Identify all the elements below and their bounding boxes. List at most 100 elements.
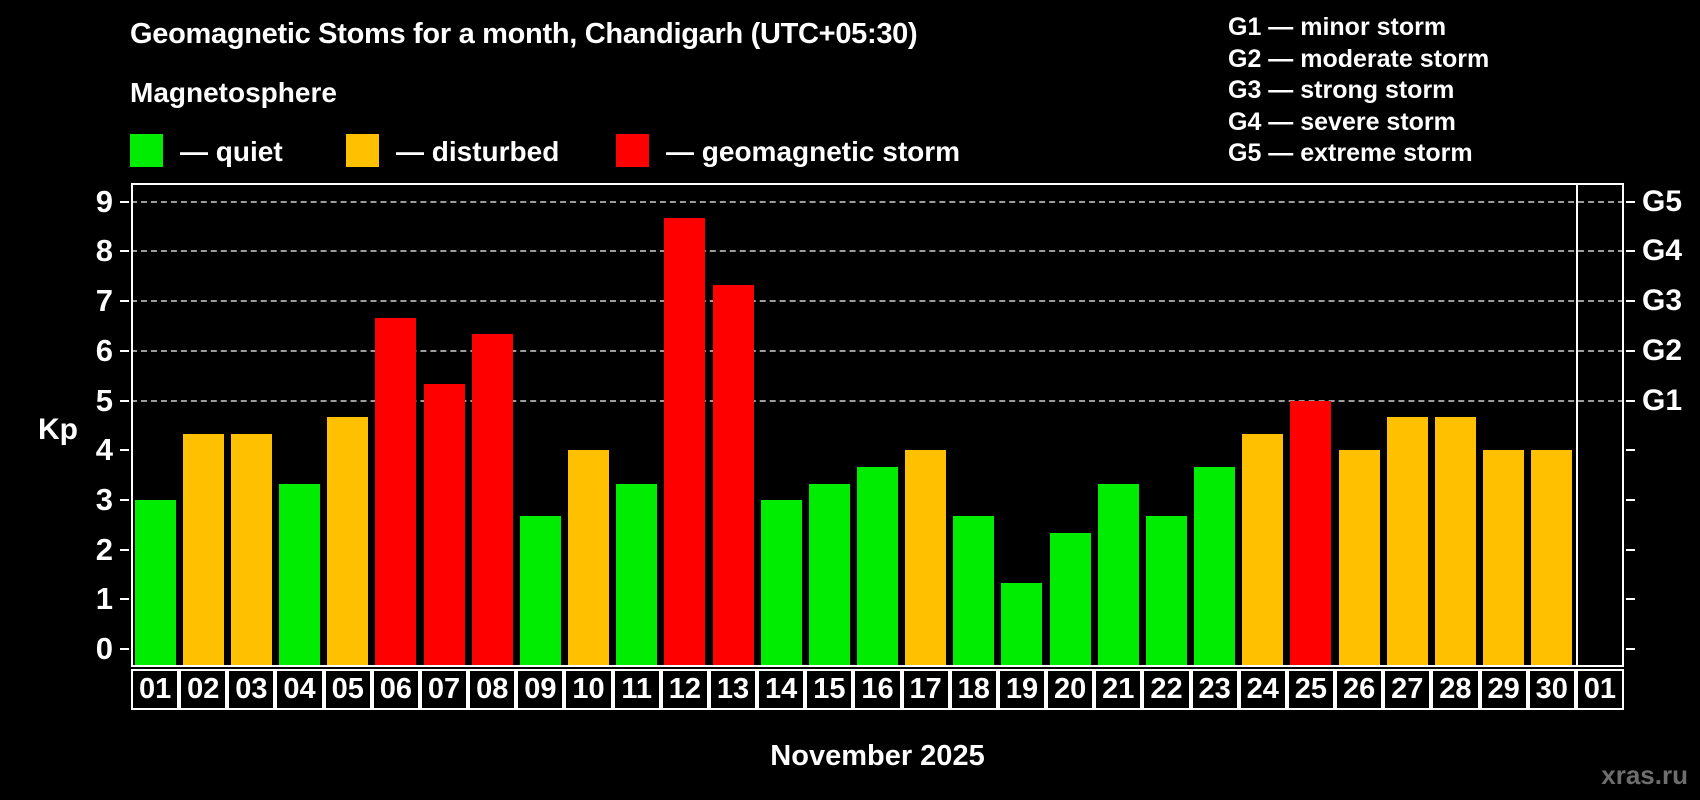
kp-bar-day-27 [1386,416,1428,667]
plot-area: 0 1 2 3 4 5 6 7 8 9 G1 G2 G3 G4 G5 [96,183,1682,667]
day-label-box: 14 [757,669,806,710]
day-label-box: 07 [419,669,469,710]
right-tick [1626,648,1635,650]
kp-bar-day-03 [230,433,272,667]
day-label-box: 03 [227,669,276,710]
kp-bar-day-20 [1049,533,1091,667]
day-label-box: 01 [131,669,180,710]
kp-bar-day-13 [712,284,754,667]
g-axis-label-g4: G4 [1642,234,1683,268]
day-label-box: 29 [1479,669,1528,710]
disturbed-swatch-icon [346,134,379,167]
left-tick [120,449,129,452]
kp-tick-label: 5 [95,382,113,418]
day-label-box: 01 [1575,669,1624,710]
kp-tick-label: 8 [95,233,113,269]
left-tick [120,300,129,303]
kp-tick-label: 4 [95,432,113,468]
quiet-swatch-icon [130,134,163,167]
kp-bar-day-22 [1145,516,1187,667]
legend-label-storm: — geomagnetic storm [666,136,961,167]
kp-bar-day-05 [327,416,369,667]
left-tick [120,648,129,650]
g-legend-line: G3 — strong storm [1228,76,1455,104]
day-label-box: 08 [468,669,517,710]
day-label-box: 26 [1335,669,1384,710]
right-tick [1626,548,1635,551]
day-label-box: 10 [564,669,613,710]
day-label-box: 18 [949,669,998,710]
chart-subtitle: Magnetosphere [130,77,337,108]
day-label-box: 28 [1431,669,1480,710]
day-label-box: 06 [371,669,420,710]
right-tick [1626,200,1635,203]
kp-bar-day-26 [1338,450,1380,667]
kp-bar-day-24 [1242,433,1284,667]
right-tick [1626,598,1635,601]
kp-tick-label: 1 [95,581,113,617]
kp-bar-day-29 [1483,450,1525,667]
kp-bar-day-04 [279,483,321,667]
chart-title: Geomagnetic Stoms for a month, Chandigar… [130,18,918,50]
kp-bar-day-12 [664,218,706,667]
gridline-kp9 [131,200,1624,203]
gridline-kp6 [131,349,1624,352]
kp-tick-label: 0 [95,631,113,666]
kp-bar-day-01 [134,499,176,667]
day-label-box: 09 [516,669,565,710]
left-tick [120,250,129,253]
left-tick [120,200,129,203]
day-label-box: 16 [853,669,902,710]
right-tick [1626,300,1635,303]
kp-bar-day-21 [1097,483,1139,667]
y-axis-label: Kp [38,413,78,446]
g-legend-line: G1 — minor storm [1228,13,1447,41]
day-label-box: 13 [708,669,758,710]
right-tick [1626,349,1635,352]
kp-bar-day-28 [1434,416,1476,667]
g-legend-line: G5 — extreme storm [1228,139,1473,167]
g-legend-line: G4 — severe storm [1228,107,1456,136]
right-tick [1626,399,1635,402]
g-axis-label-g2: G2 [1642,333,1683,367]
day-label-box: 02 [179,669,228,710]
kp-bar-day-08 [471,334,513,667]
kp-bar-day-09 [519,516,561,667]
right-tick [1626,449,1635,452]
g-axis-label-g3: G3 [1642,284,1683,318]
g-scale-legend: G1 — minor storm G2 — moderate storm G3 — … [1228,12,1489,170]
day-label-box: 23 [1190,669,1239,710]
day-label-box: 20 [1046,669,1095,710]
kp-bar-day-06 [375,317,417,667]
gridline-kp7 [131,300,1624,303]
kp-bar-day-18 [953,516,995,667]
right-tick [1626,498,1635,501]
kp-bar-day-02 [182,433,224,667]
kp-tick-label: 9 [95,183,113,219]
day-label-box: 25 [1286,669,1336,710]
left-tick [120,548,129,551]
legend-label-disturbed: — disturbed [396,136,560,167]
left-tick [120,399,129,402]
g-legend-line: G2 — moderate storm [1228,44,1490,73]
kp-bar-day-19 [1001,582,1043,667]
g-axis-label-g1: G1 [1642,383,1683,417]
kp-tick-label: 3 [95,481,113,517]
day-label-box: 05 [323,669,372,710]
x-axis-month-label: November 2025 [770,740,985,772]
watermark: xras.ru [1601,760,1688,790]
day-label-box: 11 [612,669,661,710]
gridline-kp5 [131,399,1624,402]
day-label-box: 04 [275,669,324,710]
left-tick [120,349,129,352]
kp-bar-day-16 [857,466,898,667]
month-separator-line [1575,183,1578,667]
kp-bar-day-10 [568,450,610,667]
kp-bar-day-14 [760,499,802,667]
gridline-kp8 [131,250,1624,253]
kp-bar-day-11 [616,483,658,667]
day-label-box: 21 [1094,669,1143,710]
day-label-box: 30 [1527,669,1576,710]
kp-tick-label: 6 [95,332,113,368]
